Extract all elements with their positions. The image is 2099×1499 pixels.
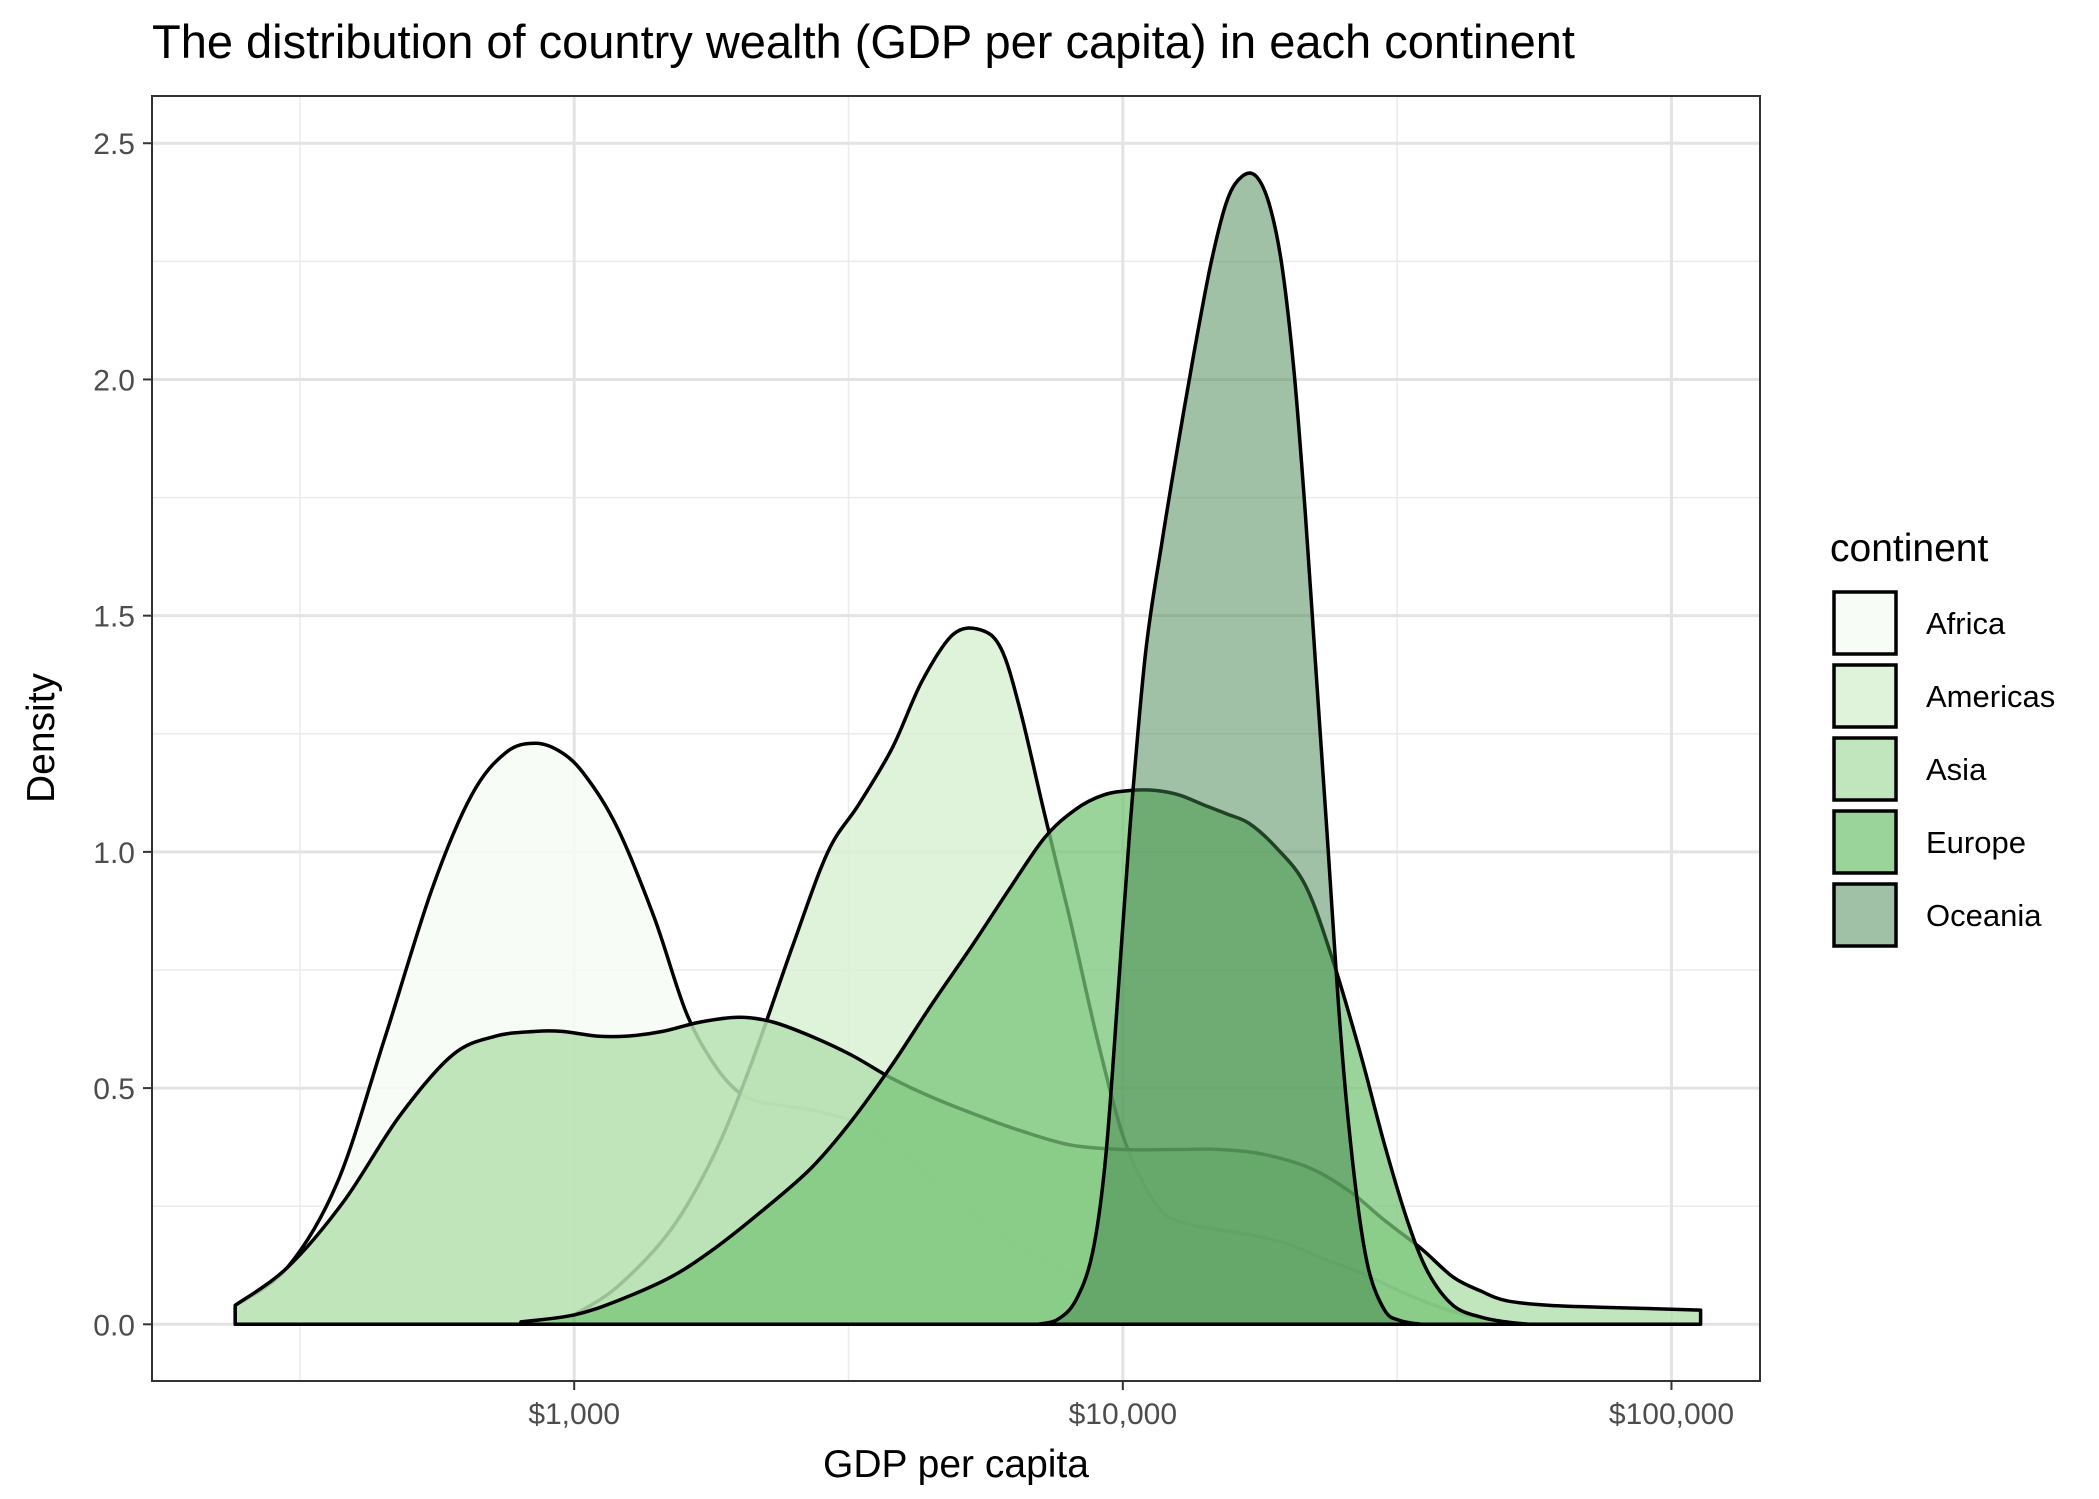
legend-label: Europe xyxy=(1926,825,2026,860)
x-tick-label: $100,000 xyxy=(1609,1398,1734,1431)
y-tick-label: 0.5 xyxy=(93,1073,135,1106)
y-axis-title: Density xyxy=(20,672,63,803)
legend-item-asia: Asia xyxy=(1832,736,1987,802)
legend-swatch xyxy=(1832,809,1898,875)
y-tick-label: 1.0 xyxy=(93,837,135,870)
legend: continent Africa Americas Asia Europe Oceani… xyxy=(1830,527,2055,948)
legend-label: Oceania xyxy=(1926,898,2042,933)
legend-label: Americas xyxy=(1926,679,2055,714)
legend-item-americas: Americas xyxy=(1832,663,2055,729)
legend-swatch xyxy=(1832,590,1898,656)
legend-swatch xyxy=(1832,736,1898,802)
legend-item-africa: Africa xyxy=(1832,590,2006,656)
legend-label: Africa xyxy=(1926,606,2006,641)
density-areas xyxy=(233,171,1703,1327)
density-area-oceania xyxy=(1036,171,1424,1327)
chart-title: The distribution of country wealth (GDP … xyxy=(152,15,1575,68)
y-tick-label: 1.5 xyxy=(93,601,135,634)
legend-item-oceania: Oceania xyxy=(1832,882,2042,948)
legend-title: continent xyxy=(1830,527,1988,570)
plot-panel-border xyxy=(151,95,1761,1382)
y-tick-label: 2.0 xyxy=(93,364,135,397)
legend-item-europe: Europe xyxy=(1832,809,2026,875)
legend-label: Asia xyxy=(1926,752,1987,787)
legend-swatch xyxy=(1832,663,1898,729)
x-tick-label: $1,000 xyxy=(528,1398,620,1431)
x-axis: $1,000 $10,000 $100,000 xyxy=(528,1381,1734,1431)
x-tick-label: $10,000 xyxy=(1069,1398,1177,1431)
legend-swatch xyxy=(1832,882,1898,948)
x-axis-title: GDP per capita xyxy=(823,1443,1089,1486)
y-axis: 0.0 0.5 1.0 1.5 2.0 2.5 xyxy=(93,128,152,1342)
y-tick-label: 2.5 xyxy=(93,128,135,161)
y-tick-label: 0.0 xyxy=(93,1309,135,1342)
